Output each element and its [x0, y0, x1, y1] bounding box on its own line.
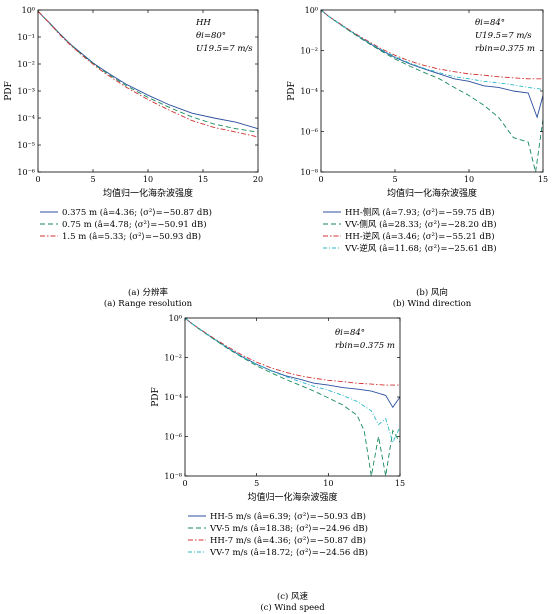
x-tick-label: 0 — [182, 479, 187, 488]
y-tick-label: 10⁻⁴ — [17, 114, 35, 123]
series-line-4 — [321, 10, 543, 90]
y-tick-label: 10⁻⁶ — [17, 168, 35, 177]
series-line-2 — [38, 10, 258, 133]
x-tick-label: 0 — [35, 175, 40, 184]
legend-entry: HH-7 m/s (â=4.36; ⟨σ²⟩=−50.87 dB) — [210, 535, 366, 546]
legend-entry: 0.75 m (â=4.78; ⟨σ²⟩=−50.91 dB) — [62, 219, 207, 230]
y-tick-label: 10⁻⁴ — [300, 87, 318, 96]
series-line-4 — [185, 318, 400, 444]
legend-entry: VV-7 m/s (â=18.72; ⟨σ²⟩=−24.56 dB) — [209, 547, 368, 558]
plot-annotation: U19.5=7 m/s — [196, 44, 253, 54]
plot-annotation: θi=84° — [335, 328, 365, 338]
y-axis-label: PDF — [151, 387, 161, 407]
x-tick-label: 5 — [392, 175, 397, 184]
legend-entry: VV-侧风 (â=28.33; ⟨σ²⟩=−28.20 dB) — [344, 219, 497, 230]
series-line-3 — [38, 10, 258, 138]
x-tick-label: 10 — [143, 175, 153, 184]
series-line-1 — [321, 10, 543, 119]
x-tick-label: 10 — [464, 175, 474, 184]
series-line-3 — [321, 10, 543, 80]
caption-en: (c) Wind speed — [260, 602, 325, 613]
x-axis-label: 均值归一化海杂波强度 — [247, 491, 337, 503]
chart-b: 0 5 10 15 10⁰ 10⁻² 10⁻⁴ 10⁻⁶ 10⁻⁸ 均值归一化海杂波强度 PDF θi… — [287, 6, 548, 309]
caption-cn: (a) 分辨率 — [128, 287, 168, 298]
plot-area — [321, 10, 543, 172]
plot-area — [38, 10, 258, 138]
x-tick-label: 5 — [90, 175, 95, 184]
chart-c: 0 5 10 15 10⁰ 10⁻² 10⁻⁴ 10⁻⁶ 10⁻⁸ 均值归一化海杂波强度 PDF θi… — [151, 314, 405, 613]
legend-entry: HH-逆风 (â=3.46; ⟨σ²⟩=−55.21 dB) — [345, 231, 495, 242]
x-axis-label: 均值归一化海杂波强度 — [387, 187, 477, 199]
plot-annotation: rbin=0.375 m — [335, 341, 395, 351]
x-tick-label: 15 — [395, 479, 405, 488]
y-tick-label: 10⁻⁵ — [17, 141, 35, 150]
legend-entry: VV-逆风 (â=11.68; ⟨σ²⟩=−25.61 dB) — [344, 243, 497, 254]
y-tick-label: 10⁻⁶ — [300, 128, 318, 137]
x-axis-label: 均值归一化海杂波强度 — [103, 187, 193, 199]
y-tick-label: 10⁻⁴ — [164, 393, 182, 402]
y-tick-label: 10⁰ — [305, 6, 318, 15]
plot-area — [185, 318, 400, 476]
chart-a: 0 5 10 15 20 10⁰ 10⁻¹ 10⁻² 10⁻³ 10⁻⁴ 10⁻⁵ 10⁻⁶ 均值归一化… — [4, 6, 263, 309]
legend-entry: 1.5 m (â=5.33; ⟨σ²⟩=−50.93 dB) — [62, 231, 201, 242]
y-tick-label: 10⁻¹ — [17, 33, 35, 42]
legend-entry: VV-5 m/s (â=18.38; ⟨σ²⟩=−24.96 dB) — [209, 523, 368, 534]
plot-annotation: θi=80° — [196, 31, 226, 41]
y-axis-label: PDF — [287, 81, 297, 101]
y-tick-label: 10⁻⁶ — [164, 433, 182, 442]
caption-cn: (b) 风向 — [416, 287, 448, 298]
legend-entry: HH-侧风 (â=7.93; ⟨σ²⟩=−59.75 dB) — [345, 207, 495, 218]
plot-annotation: θi=84° — [475, 18, 505, 28]
x-tick-label: 20 — [253, 175, 263, 184]
y-tick-label: 10⁻⁸ — [164, 472, 182, 481]
y-axis-label: PDF — [4, 81, 14, 101]
plot-annotation: HH — [195, 18, 211, 28]
y-tick-label: 10⁻⁸ — [300, 168, 318, 177]
plot-annotation: U19.5=7 m/s — [475, 31, 532, 41]
caption-cn: (c) 风速 — [277, 591, 309, 602]
plot-annotation: rbin=0.375 m — [475, 44, 535, 54]
legend-entry: HH-5 m/s (â=6.39; ⟨σ²⟩=−50.93 dB) — [210, 511, 366, 522]
y-tick-label: 10⁻² — [164, 354, 182, 363]
x-tick-label: 10 — [323, 479, 333, 488]
series-line-1 — [185, 318, 400, 409]
y-tick-label: 10⁻² — [300, 47, 318, 56]
caption-en: (a) Range resolution — [104, 298, 193, 309]
y-tick-label: 10⁰ — [22, 6, 35, 15]
x-tick-label: 0 — [318, 175, 323, 184]
legend-entry: 0.375 m (â=4.36; ⟨σ²⟩=−50.87 dB) — [62, 207, 212, 218]
y-tick-label: 10⁻² — [17, 60, 35, 69]
x-tick-label: 5 — [254, 479, 259, 488]
y-tick-label: 10⁰ — [169, 314, 182, 323]
series-line-3 — [185, 318, 400, 386]
y-tick-label: 10⁻³ — [17, 87, 35, 96]
x-tick-label: 15 — [538, 175, 548, 184]
series-line-1 — [38, 10, 258, 130]
caption-en: (b) Wind direction — [393, 298, 472, 309]
x-tick-label: 15 — [198, 175, 208, 184]
